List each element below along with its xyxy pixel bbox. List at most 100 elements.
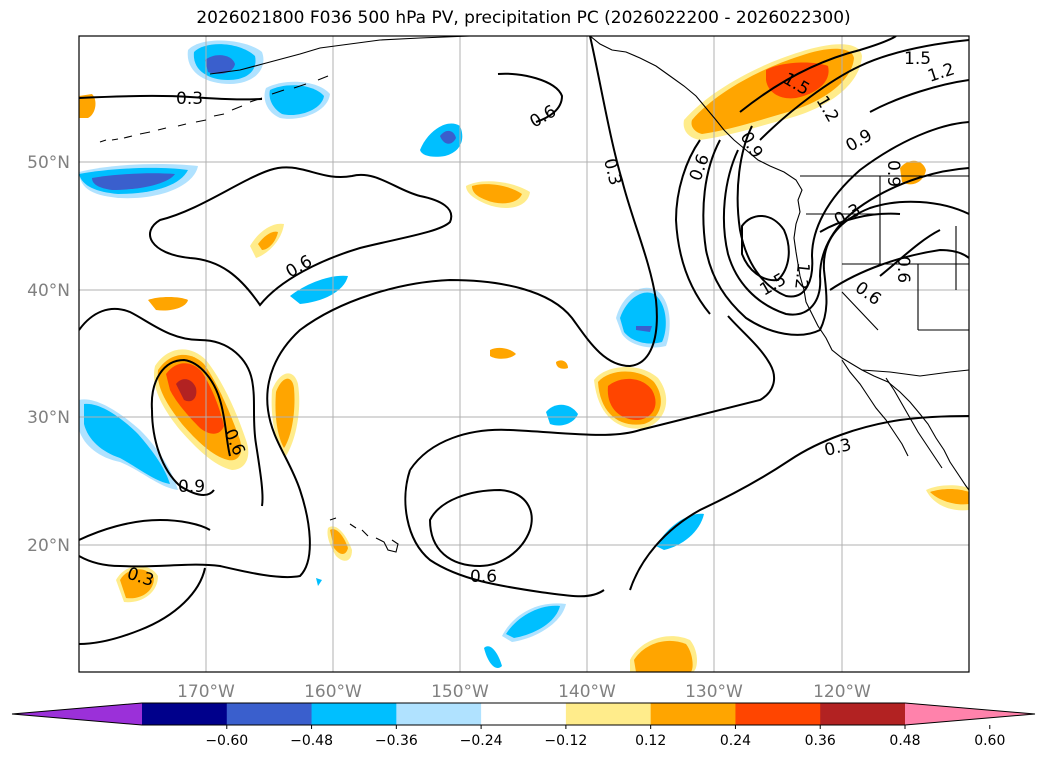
contour-0.3 (79, 518, 211, 541)
lon-label-130w: 130°W (685, 682, 743, 702)
lon-label-140w: 140°W (558, 682, 616, 702)
contour-0.6 (497, 72, 564, 123)
shade-blue-area (92, 173, 175, 190)
contour-0.3 (79, 94, 263, 101)
shade-warm-area (766, 62, 829, 99)
shade-warm-area (490, 347, 516, 359)
lat-label-40n: 40°N (27, 281, 70, 301)
shade-warm-area (330, 529, 348, 554)
contour-0.3 (629, 415, 969, 591)
colorbar: −0.60 −0.48 −0.36 −0.24 −0.12 0.12 0.24 0.36 0.4… (11, 702, 1036, 749)
coastlines (99, 36, 969, 553)
longitude-labels: 170°W 160°W 150°W 140°W 130°W 120°W (177, 682, 871, 702)
contour-0.9 (869, 79, 969, 113)
colorbar-outline (11, 702, 1036, 726)
contour-0.9 (150, 358, 231, 457)
shade-blue-area (636, 326, 652, 332)
colorbar-tick-label: 0.60 (974, 733, 1005, 749)
shade-blue-area (269, 85, 324, 116)
colorbar-tick-label: −0.60 (205, 733, 248, 749)
contour-1.2 (736, 121, 969, 298)
colorbar-segment (226, 703, 313, 725)
shade-warm-area (472, 184, 522, 204)
colorbar-segment (311, 703, 397, 725)
shade-warm-area (930, 489, 969, 505)
contour-0.6 (428, 488, 533, 568)
colorbar-segment (481, 703, 567, 725)
na-west-coast (589, 36, 969, 491)
graticule (79, 36, 969, 672)
contour-0.6 (79, 307, 264, 507)
colorbar-tick-label: 0.36 (805, 733, 836, 749)
shade-warm-area (275, 378, 295, 448)
contour-label: 0.6 (893, 256, 913, 283)
colorbar-tick-label: −0.48 (290, 733, 333, 749)
contour-0.6 (829, 248, 969, 291)
latitude-labels: 50°N 40°N 30°N 20°N (27, 153, 70, 556)
hawaii-islands (329, 517, 399, 553)
colorbar-segment (820, 703, 906, 725)
shade-warm-area (176, 379, 197, 402)
contour-label: 0.9 (178, 477, 205, 497)
baja-coast (841, 359, 909, 457)
contour-0.3 (409, 315, 776, 471)
shade-warm-area (79, 94, 96, 118)
contour-label: 0.9 (883, 160, 903, 187)
map-panel: 0.3 0.6 0.3 0.6 0.6 0.9 0.3 0.3 0.6 1.5 … (78, 35, 970, 673)
contour-label: 0.6 (470, 567, 497, 587)
shade-blue-area (84, 403, 170, 484)
colorbar-tick-label: −0.24 (460, 733, 503, 749)
state-lines (806, 176, 969, 331)
contour-1.5 (741, 215, 790, 282)
colorbar-segment (396, 703, 482, 725)
contour-0.9 (739, 36, 897, 113)
gulf-california (885, 377, 943, 469)
pv-contours (79, 36, 969, 645)
colorbar-tick-label: 0.48 (889, 733, 920, 749)
shade-blue-area (620, 292, 666, 344)
map-title: 2026021800 F036 500 hPa PV, precipitatio… (196, 8, 851, 28)
contour-0.3 (79, 36, 658, 579)
shade-blue-area (484, 646, 502, 668)
contour-0.3 (819, 212, 901, 233)
alaska-coast (209, 36, 471, 75)
contour-label: 0.3 (176, 89, 203, 109)
colorbar-segment (735, 703, 821, 725)
colorbar-segment (142, 703, 228, 725)
colorbar-extend-min (12, 703, 142, 725)
shade-blue-area (205, 55, 235, 74)
contour-0.9 (722, 149, 969, 316)
shade-blue-area (656, 513, 704, 550)
shade-warm-area (607, 378, 656, 420)
contour-0.9 (151, 409, 215, 496)
contour-0.6 (702, 139, 969, 336)
contour-label: 1.5 (904, 49, 931, 69)
contour-1.2 (759, 39, 969, 141)
shade-blue-area (316, 578, 322, 586)
shade-blue-area (546, 404, 578, 426)
shade-warm-area (258, 231, 278, 250)
colorbar-tick-label: 0.12 (635, 733, 666, 749)
lon-label-160w: 160°W (304, 682, 362, 702)
lon-label-170w: 170°W (177, 682, 235, 702)
shade-warm-area (634, 640, 693, 672)
shade-warm-area (148, 297, 188, 311)
lon-label-120w: 120°W (813, 682, 871, 702)
contour-label: 1.2 (790, 261, 813, 290)
contour-0.6 (674, 139, 711, 315)
lat-label-50n: 50°N (27, 153, 70, 173)
lon-label-150w: 150°W (431, 682, 489, 702)
colorbar-tick-label: −0.12 (544, 733, 587, 749)
us-mexico-border (861, 369, 969, 377)
precipitation-shading (79, 40, 969, 672)
colorbar-tick-label: 0.24 (720, 733, 751, 749)
contour-0.6 (879, 229, 941, 277)
lat-label-20n: 20°N (27, 536, 70, 556)
shade-blue-area (506, 605, 560, 638)
map-frame (78, 35, 970, 673)
shade-blue-area (440, 130, 456, 144)
contour-0.3 (404, 469, 605, 598)
colorbar-segment (565, 703, 652, 725)
aleutian-islands (99, 75, 329, 143)
